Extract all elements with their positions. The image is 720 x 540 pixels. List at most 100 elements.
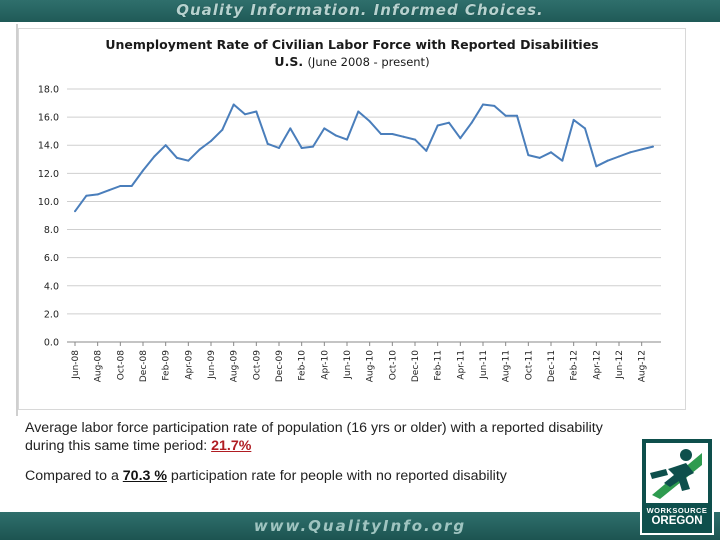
caption-comparison-suffix: participation rate for people with no re… [166,468,507,484]
x-tick-label: Feb-10 [298,350,308,381]
data-point [414,138,416,141]
data-point [391,132,394,135]
data-point [493,104,496,107]
data-point [561,159,564,162]
x-tick-label: Apr-09 [184,350,194,380]
worksource-oregon-logo[interactable]: WORKSOURCE OREGON [640,437,714,535]
x-tick-label: Oct-10 [388,350,398,381]
data-point [346,138,348,141]
data-point [618,155,620,158]
data-point [255,110,258,113]
caption-comparison-rate: 70.3 % [122,468,167,484]
y-tick-label: 14.0 [38,141,59,152]
x-tick-label: Feb-12 [570,350,580,381]
header-tagline: Quality Information. Informed Choices. [176,1,544,19]
y-tick-label: 0.0 [44,338,59,349]
x-tick-label: Aug-09 [230,350,240,383]
y-tick-label: 12.0 [38,169,59,180]
data-point [652,145,654,148]
data-point [425,149,428,152]
data-point [119,184,122,187]
data-point [210,140,212,143]
data-point [323,127,326,130]
caption-disability-rate: 21.7% [211,438,252,454]
chart-title-line2: U.S. (June 2008 - present) [19,54,685,69]
y-tick-label: 4.0 [44,281,59,292]
data-point [357,110,360,113]
x-tick-label: Dec-08 [139,350,149,382]
data-point [380,132,382,135]
data-point [142,169,144,172]
header-band [0,0,720,22]
x-tick-label: Aug-08 [94,350,104,383]
caption-comparison-prefix: Compared to a [25,468,123,484]
y-tick-label: 10.0 [38,197,59,208]
data-point [550,151,552,154]
x-tick-label: Feb-11 [434,350,444,381]
data-point [187,159,190,162]
data-point [198,148,201,151]
x-tick-label: Jun-12 [615,350,625,380]
data-point [516,114,518,117]
caption-comparison: Compared to a 70.3 % participation rate … [25,467,625,485]
y-tick-label: 2.0 [44,309,59,320]
data-point [176,156,178,159]
data-point [482,103,484,106]
x-tick-label: Apr-11 [456,350,466,380]
data-point [606,159,609,162]
y-tick-label: 16.0 [38,113,59,124]
data-point [436,124,439,127]
x-tick-label: Apr-12 [592,350,602,380]
y-tick-label: 8.0 [44,225,59,236]
runner-figure-icon [646,443,708,503]
chart-panel: Unemployment Rate of Civilian Labor Forc… [18,28,686,410]
x-tick-label: Jun-10 [343,350,353,380]
data-point [300,147,303,150]
chart-subtitle: (June 2008 - present) [307,55,430,69]
left-divider [16,24,18,416]
x-tick-label: Dec-09 [275,350,285,382]
data-point [221,128,224,131]
line-chart: 0.0 2.0 4.0 6.0 8.0 10.0 12.0 14.0 16.0 18.0 Jun-0… [38,85,661,383]
logo-text-oregon: OREGON [651,515,703,527]
data-point [153,155,156,158]
x-tick-label: Dec-10 [411,350,421,382]
x-tick-label: Jun-08 [71,350,81,380]
chart-title-region: U.S. [274,54,304,69]
data-point [289,127,292,130]
x-tick-label: Jun-09 [207,350,217,380]
x-tick-label: Oct-11 [524,350,534,380]
x-tick-label: Aug-11 [502,350,512,382]
caption-disability: Average labor force participation rate o… [25,419,625,455]
data-point [459,137,462,140]
data-point [470,121,473,124]
data-point [402,135,405,138]
x-tick-label: Aug-10 [366,350,376,383]
footer-url[interactable]: www.QualityInfo.org [253,517,467,535]
data-point [640,148,643,151]
data-point [584,127,586,130]
y-tick-label: 6.0 [44,253,59,264]
data-point [334,134,337,137]
logo-text-worksource: WORKSOURCE [646,506,708,515]
data-point [538,156,541,159]
data-point [96,193,99,196]
x-tick-label: Feb-09 [162,350,172,381]
data-point [448,121,450,124]
data-point [595,165,598,168]
x-tick-label: Oct-09 [252,350,262,381]
data-point [74,210,76,213]
data-point [629,151,632,154]
data-point [368,120,371,123]
data-point [504,114,507,117]
x-tick-label: Apr-10 [320,350,330,380]
x-tick-label: Jun-11 [479,350,489,380]
data-point [527,154,530,157]
data-point [164,144,167,147]
data-point [85,194,88,197]
chart-title: Unemployment Rate of Civilian Labor Forc… [105,37,599,52]
caption-disability-text: Average labor force participation rate o… [25,420,603,454]
data-point [244,113,246,116]
series-line [74,103,654,212]
data-point [278,147,280,150]
